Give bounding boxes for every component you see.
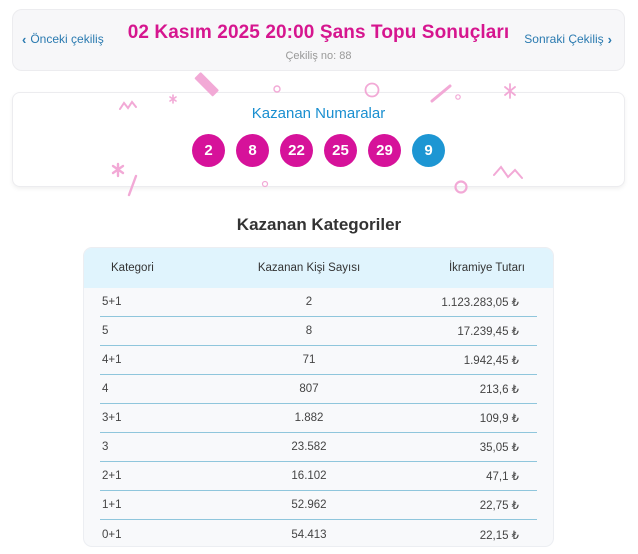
page-title: 02 Kasım 2025 20:00 Şans Topu Sonuçları bbox=[127, 22, 510, 43]
winners-cell: 71 bbox=[302, 354, 316, 366]
chevron-right-icon: › bbox=[607, 31, 612, 47]
previous-draw-label: Önceki çekiliş bbox=[30, 32, 104, 46]
previous-draw-link[interactable]: ‹ Önceki çekiliş bbox=[22, 32, 104, 46]
prize-cell: 17.239,45 ₺ bbox=[457, 326, 519, 338]
prize-cell: 22,15 ₺ bbox=[479, 529, 519, 542]
winners-cell: 1.882 bbox=[294, 412, 324, 424]
draw-number: Çekiliş no: 88 bbox=[285, 50, 352, 62]
winners-cell: 16.102 bbox=[291, 470, 327, 482]
winners-cell: 8 bbox=[305, 325, 313, 337]
number-ball: 22 bbox=[280, 134, 313, 167]
table-row: 4 807 213,6 ₺ bbox=[100, 375, 537, 404]
winning-numbers-title: Kazanan Numaralar bbox=[251, 105, 386, 122]
categories-table: Kategori Kazanan Kişi Sayısı İkramiye Tu… bbox=[83, 247, 554, 547]
table-row: 5+1 2 1.123.283,05 ₺ bbox=[100, 288, 537, 317]
category-cell: 2+1 bbox=[102, 470, 122, 482]
winners-cell: 23.582 bbox=[291, 441, 327, 453]
table-row: 3+1 1.882 109,9 ₺ bbox=[100, 404, 537, 433]
prize-cell: 109,9 ₺ bbox=[479, 413, 519, 425]
prize-cell: 1.942,45 ₺ bbox=[463, 355, 519, 367]
winners-cell: 54.413 bbox=[291, 528, 327, 541]
categories-title: Kazanan Kategoriler bbox=[236, 215, 402, 234]
prize-cell: 22,75 ₺ bbox=[479, 500, 519, 512]
number-ball: 29 bbox=[368, 134, 401, 167]
table-row: 3 23.582 35,05 ₺ bbox=[100, 433, 537, 462]
table-row: 2+1 16.102 47,1 ₺ bbox=[100, 462, 537, 491]
chevron-left-icon: ‹ bbox=[22, 31, 27, 47]
table-row: 0+1 54.413 22,15 ₺ bbox=[100, 520, 537, 546]
number-ball: 2 bbox=[192, 134, 225, 167]
number-ball: 25 bbox=[324, 134, 357, 167]
winners-cell: 52.962 bbox=[291, 499, 327, 511]
next-draw-link[interactable]: Sonraki Çekiliş › bbox=[524, 32, 612, 46]
next-draw-label: Sonraki Çekiliş bbox=[524, 32, 604, 46]
column-header-winners: Kazanan Kişi Sayısı bbox=[257, 262, 361, 274]
category-cell: 4+1 bbox=[102, 354, 122, 366]
category-cell: 5 bbox=[102, 325, 109, 337]
prize-cell: 1.123.283,05 ₺ bbox=[441, 297, 519, 309]
category-cell: 3+1 bbox=[102, 412, 122, 424]
winners-cell: 807 bbox=[299, 383, 319, 395]
plus-number-ball: 9 bbox=[412, 134, 445, 167]
number-balls: 2 8 22 25 29 9 bbox=[13, 134, 624, 167]
table-header: Kategori Kazanan Kişi Sayısı İkramiye Tu… bbox=[84, 248, 553, 288]
category-cell: 0+1 bbox=[102, 528, 122, 541]
prize-cell: 213,6 ₺ bbox=[479, 384, 519, 396]
category-cell: 5+1 bbox=[102, 296, 122, 308]
table-row: 1+1 52.962 22,75 ₺ bbox=[100, 491, 537, 520]
prize-cell: 47,1 ₺ bbox=[486, 471, 519, 483]
draw-header: ‹ Önceki çekiliş 02 Kasım 2025 20:00 Şan… bbox=[12, 9, 625, 71]
number-ball: 8 bbox=[236, 134, 269, 167]
winners-cell: 2 bbox=[305, 296, 313, 308]
column-header-category: Kategori bbox=[111, 262, 154, 274]
table-row: 4+1 71 1.942,45 ₺ bbox=[100, 346, 537, 375]
category-cell: 3 bbox=[102, 441, 109, 453]
category-cell: 4 bbox=[102, 383, 109, 395]
prize-cell: 35,05 ₺ bbox=[479, 442, 519, 454]
category-cell: 1+1 bbox=[102, 499, 122, 511]
column-header-prize: İkramiye Tutarı bbox=[448, 262, 525, 274]
table-row: 5 8 17.239,45 ₺ bbox=[100, 317, 537, 346]
winning-numbers-card: Kazanan Numaralar 2 8 22 25 29 9 bbox=[12, 92, 625, 187]
